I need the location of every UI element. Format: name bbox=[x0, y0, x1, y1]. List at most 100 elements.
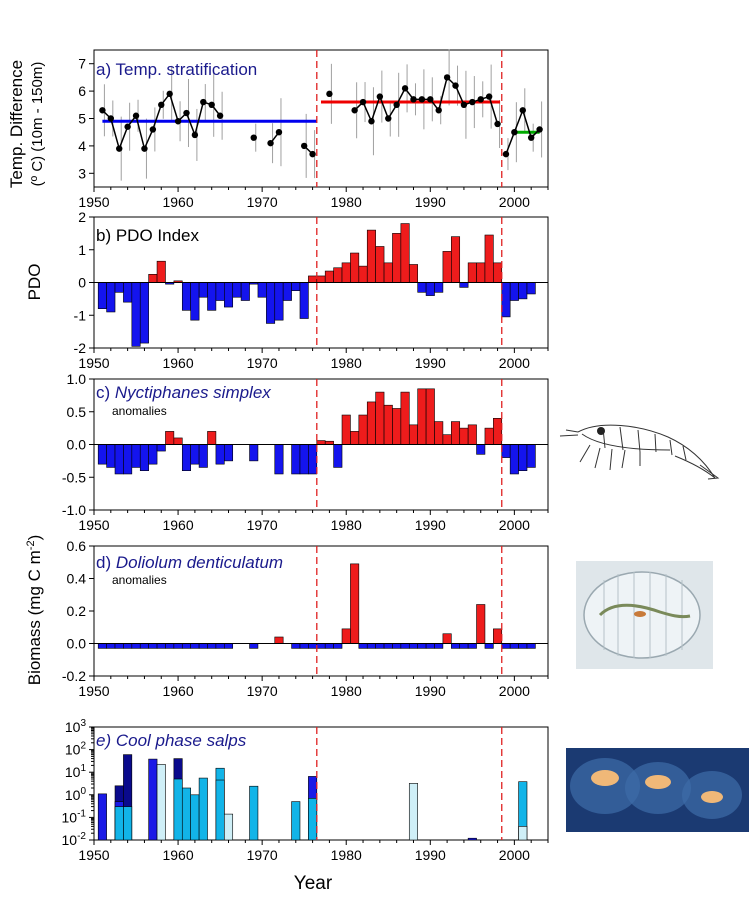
x-axis-label: Year bbox=[294, 873, 333, 894]
panel-b-bar bbox=[484, 234, 494, 283]
panel-d-ytick-label: 0.6 bbox=[67, 538, 87, 554]
panel-a-point bbox=[536, 126, 543, 133]
panel-c-bar bbox=[173, 437, 183, 445]
panel-a-point bbox=[216, 112, 224, 119]
panel-a-ytick-label: 3 bbox=[78, 165, 86, 181]
panel-c-title: c) Nyctiphanes simplex bbox=[96, 383, 271, 402]
panel-a-point bbox=[359, 98, 367, 106]
panel-a-point bbox=[410, 96, 417, 103]
panel-d-bar bbox=[249, 643, 259, 649]
panel-a-point bbox=[511, 129, 518, 136]
krill-legs bbox=[579, 444, 641, 471]
panel-d-xtick-label: 1970 bbox=[247, 683, 278, 699]
krill-illustration bbox=[559, 424, 720, 480]
panel-b-bar bbox=[493, 262, 503, 283]
panel-a-xtick-label: 1960 bbox=[162, 194, 193, 210]
salp-gut-1 bbox=[591, 770, 619, 786]
panel-c-bar bbox=[501, 444, 511, 458]
panel-d-bar bbox=[366, 643, 376, 649]
panel-e-bar bbox=[114, 806, 124, 841]
panel-b-xtick-label: 1980 bbox=[331, 355, 362, 371]
panel-b-bar bbox=[442, 251, 452, 283]
panel-b-bar bbox=[198, 282, 208, 298]
panel-b-bar bbox=[526, 282, 536, 295]
panel-d-bar bbox=[408, 643, 418, 649]
panel-e-bar bbox=[156, 764, 166, 841]
panel-b-bar bbox=[274, 282, 284, 321]
panel-b-title: b) PDO Index bbox=[96, 226, 199, 245]
salp-chain-photo bbox=[566, 748, 749, 832]
panel-e-ytick-label: 102 bbox=[65, 741, 87, 758]
panel-d-title: d) Doliolum denticulatum bbox=[96, 553, 283, 572]
panel-d-bar bbox=[383, 643, 393, 649]
panel-e-bar bbox=[518, 826, 528, 841]
panel-a-point bbox=[124, 123, 131, 130]
panel-b-bar bbox=[425, 282, 435, 296]
panel-b-bar bbox=[257, 282, 267, 298]
panel-c-bar bbox=[350, 431, 360, 445]
panel-e-ytick-label: 103 bbox=[65, 718, 87, 735]
panel-b-bar bbox=[316, 275, 326, 283]
panel-c-bar bbox=[156, 444, 166, 452]
panel-b-bar bbox=[114, 282, 124, 293]
panel-a-point bbox=[107, 115, 115, 122]
panel-c-bar bbox=[341, 414, 351, 445]
panel-b-bar bbox=[139, 282, 149, 344]
panel-a-ytick-label: 5 bbox=[78, 111, 86, 127]
panel-e-ytick-label: 10-1 bbox=[62, 808, 87, 825]
panel-c-xtick-label: 1990 bbox=[415, 517, 446, 533]
panel-c-bar bbox=[509, 444, 519, 475]
panel-c-bar bbox=[181, 444, 191, 472]
panel-c-bar bbox=[131, 444, 141, 468]
panel-c-bar bbox=[518, 444, 528, 472]
panel-a-point bbox=[99, 107, 106, 114]
panel-a-point bbox=[469, 98, 476, 106]
panel-e-bar bbox=[198, 777, 208, 841]
panel-c-ytick-label: 0.0 bbox=[67, 437, 87, 453]
panel-e-bar bbox=[190, 794, 200, 841]
panel-b-bar bbox=[400, 223, 410, 283]
panel-d-bar bbox=[123, 643, 133, 649]
panel-d-bar bbox=[165, 643, 175, 649]
panel-d-ytick-label: -0.2 bbox=[62, 668, 86, 684]
panel-e-bar bbox=[148, 758, 158, 841]
panel-d-bar bbox=[308, 643, 318, 649]
panel-d-bar bbox=[375, 643, 385, 649]
panel-e-xtick-label: 1950 bbox=[78, 847, 109, 863]
panel-e-frame bbox=[93, 726, 549, 841]
panel-d-subtitle: anomalies bbox=[112, 573, 167, 587]
panel-c-bar bbox=[383, 404, 393, 445]
panel-d-bar bbox=[131, 643, 141, 649]
panel-b-bar bbox=[408, 264, 418, 283]
panel-c-bar bbox=[224, 444, 234, 462]
krill-segments bbox=[602, 426, 687, 461]
panel-b-ytick-label: 0 bbox=[78, 275, 86, 291]
panel-d-bar bbox=[434, 643, 444, 649]
panel-c-bar bbox=[493, 417, 503, 445]
panel-d-bar bbox=[207, 643, 217, 649]
panel-e-xtick-label: 2000 bbox=[499, 847, 530, 863]
panel-d-bar bbox=[425, 643, 435, 649]
panel-c-bar bbox=[434, 421, 444, 445]
panel-b-bar bbox=[375, 246, 385, 283]
panel-a-point bbox=[393, 101, 400, 109]
panel-c-title-prefix: c) bbox=[96, 383, 115, 402]
shared-ylabel-sup: -2 bbox=[25, 540, 37, 550]
panel-b-bar bbox=[282, 282, 292, 301]
panel-c-bar bbox=[417, 388, 427, 445]
panel-c-bar bbox=[249, 444, 259, 462]
panel-b-ylabel: PDO bbox=[25, 264, 44, 301]
panel-c-bar bbox=[299, 444, 309, 475]
panel-d-title-species: Doliolum denticulatum bbox=[116, 553, 283, 572]
panel-e-bar bbox=[123, 806, 133, 841]
panel-a-point bbox=[132, 112, 140, 119]
panel-c-xtick-label: 2000 bbox=[499, 517, 530, 533]
salp-gut-3 bbox=[701, 791, 723, 803]
panel-d-bar bbox=[291, 643, 301, 649]
panel-c-xtick-label: 1950 bbox=[78, 517, 109, 533]
panel-a-point bbox=[200, 98, 207, 106]
panel-c-nyctiphanes-anomalies: -1.0 -0.5 0.0 0.5 1.0 1950 1960 1970 1980 1990 200… bbox=[62, 371, 549, 533]
panel-a-xtick-label: 1980 bbox=[331, 194, 362, 210]
panel-d-bar bbox=[139, 643, 149, 649]
panel-b-bar bbox=[190, 282, 200, 321]
